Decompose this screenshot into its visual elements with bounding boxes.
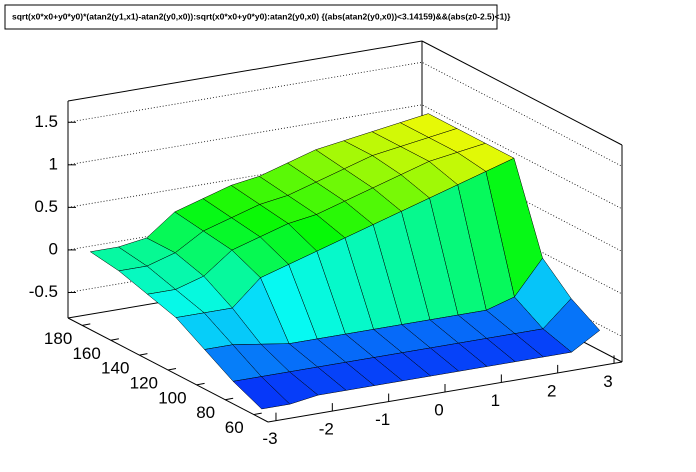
x-tick-label: -3	[262, 429, 277, 448]
y-tick-label: 100	[158, 388, 186, 407]
y-tick	[139, 353, 148, 356]
y-tick-label: 60	[225, 418, 244, 437]
x-tick-label: 0	[434, 400, 443, 419]
z-tick-label: 1	[49, 154, 58, 173]
z-tick-label: 0.5	[34, 197, 58, 216]
y-tick	[253, 412, 262, 416]
y-tick-label: 140	[101, 359, 129, 378]
title-box	[4, 4, 498, 30]
y-tick	[167, 368, 177, 371]
z-tick-label: 0	[49, 239, 58, 258]
z-tick-label: -0.5	[29, 282, 58, 301]
y-tick-label: 180	[44, 329, 72, 348]
box-edge	[67, 40, 423, 102]
y-tick	[196, 382, 205, 386]
surface-cell	[232, 376, 291, 410]
z-tick-label: 1.5	[34, 112, 58, 131]
x-tick-label: 1	[491, 391, 500, 410]
x-tick-label: -2	[319, 420, 334, 439]
x-tick-label: 2	[547, 381, 556, 400]
y-tick	[110, 338, 119, 341]
x-tick-label: -1	[375, 410, 390, 429]
x-tick-label: 3	[603, 372, 612, 391]
y-tick-label: 80	[196, 403, 215, 422]
chart-title: sqrt(x0*x0+y0*y0)*(atan2(y1,x1)-atan2(y0…	[12, 11, 511, 21]
box-edge	[421, 40, 623, 146]
y-tick-label: 120	[130, 373, 158, 392]
y-tick	[82, 323, 91, 326]
y-tick-label: 160	[72, 344, 100, 363]
y-tick	[225, 397, 234, 401]
